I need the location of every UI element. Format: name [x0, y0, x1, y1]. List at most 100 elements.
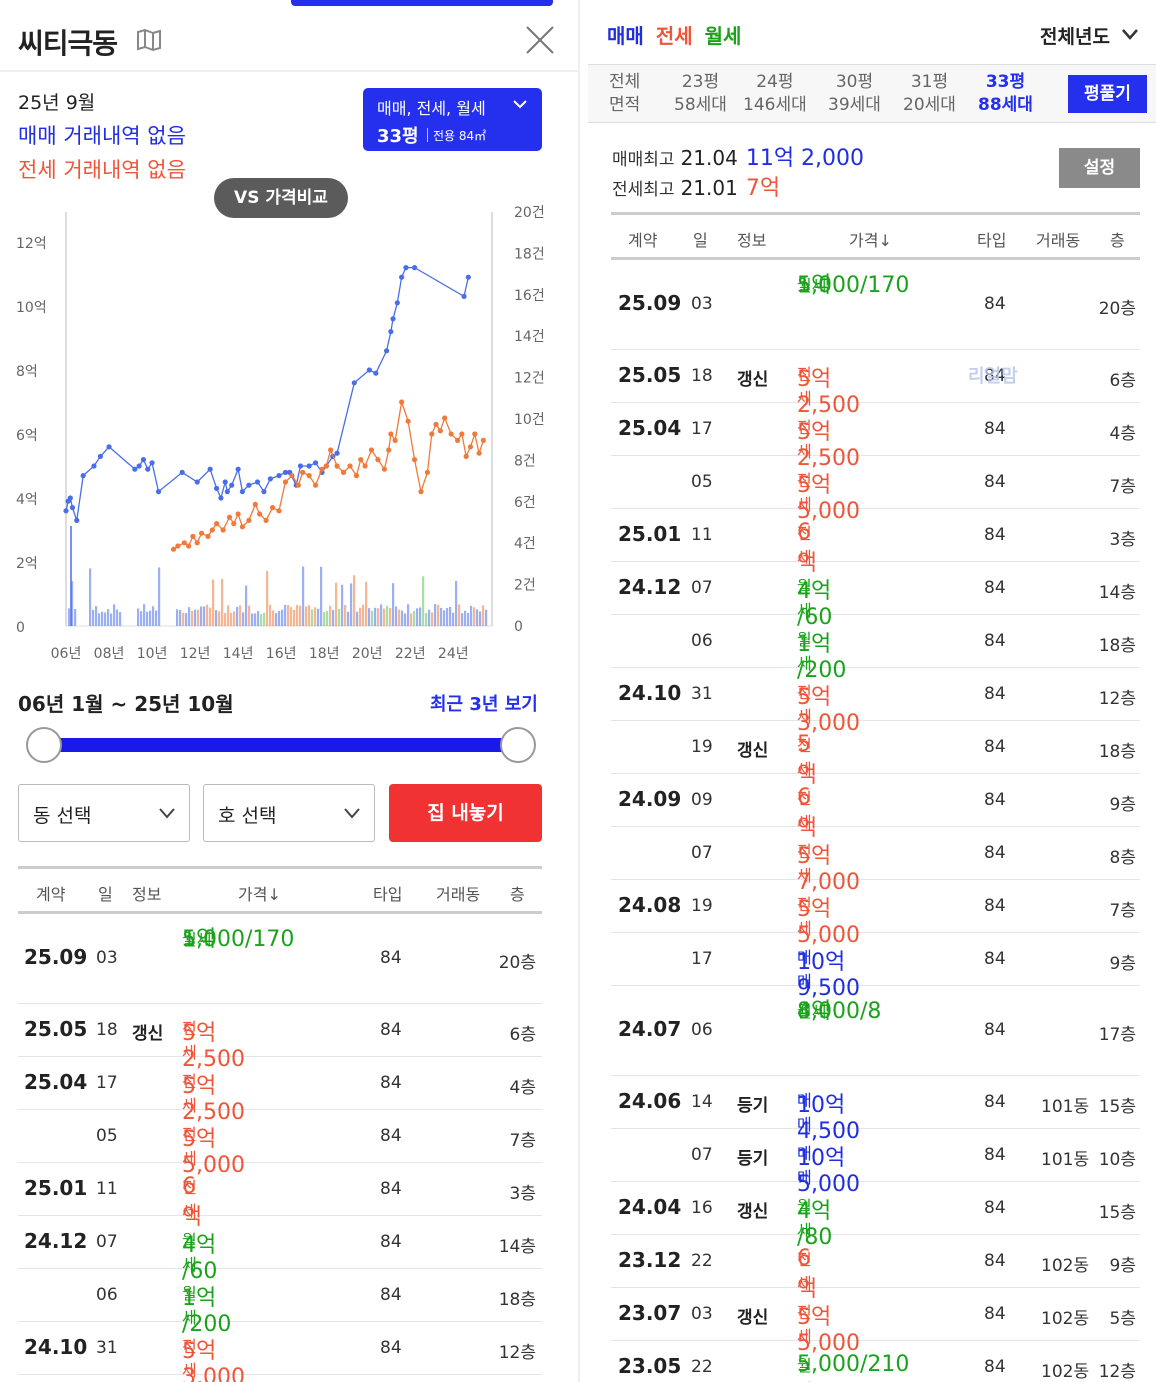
data-point — [226, 514, 233, 520]
price: 월세 4억 8,000/8 — [797, 995, 881, 1029]
header-building: 거래동 — [1036, 231, 1081, 250]
vs-compare-button[interactable]: VS 가격비교 — [214, 178, 348, 218]
right-panel: 매매 전세 월세 전체년도 평풀기 전체 면적 23평 58세대 24평 146세대 30평 39… — [580, 0, 1156, 1382]
table-row[interactable]: 06 월세 1억 /200 84 18층 — [18, 1269, 542, 1337]
type-filter-button[interactable]: 매매, 전세, 월세 33평 전용 84㎡ — [363, 88, 542, 151]
table-row[interactable]: 05 전세 5억 5,000 84 7층 — [18, 1110, 542, 1178]
table-row[interactable]: 23.12 22 전세 6억 84 102동 9층 — [611, 1235, 1140, 1302]
table-row[interactable]: 07 등기 매매 10억 5,000 84 101동 10층 — [611, 1129, 1140, 1197]
floor: 9층 — [1109, 794, 1136, 815]
settings-button[interactable]: 설정 — [1059, 148, 1140, 188]
contract-day: 31 — [691, 683, 713, 704]
table-row[interactable]: 25.05 18 갱신 전세 5억 2,500 84 6층 — [18, 1004, 542, 1072]
volume-bar — [278, 610, 281, 626]
table-row[interactable]: 24.04 16 갱신 월세 4억 /80 84 15층 — [611, 1182, 1140, 1250]
table-row[interactable]: 25.04 17 전세 5억 2,500 84 4층 — [18, 1057, 542, 1125]
pyeong-tab[interactable]: 33평 88세대 — [978, 71, 1033, 117]
volume-bar — [191, 610, 194, 626]
data-point — [214, 485, 220, 491]
table-row[interactable]: 24.12 07 월세 4억 /60 84 14층 — [611, 562, 1140, 630]
table-row[interactable]: 24.10 31 전세 5억 3,000 84 12층 — [18, 1322, 542, 1382]
table-row[interactable]: 24.07 06 월세 4억 8,000/8 84 17층 — [611, 986, 1140, 1076]
dong-select[interactable]: 동 선택 — [18, 784, 190, 842]
table-row[interactable]: 25.05 18 갱신 전세 5억 2,500 84 6층 — [611, 350, 1140, 418]
table-row[interactable]: 24.06 14 등기 매매 10억 4,500 84 101동 15층 — [611, 1076, 1140, 1144]
floor: 18층 — [1098, 741, 1136, 762]
table-row[interactable]: 17 매매 10억 9,500 84 9층 — [611, 933, 1140, 1001]
pyeong-tab[interactable]: 31평 20세대 — [903, 71, 956, 117]
date-range-slider[interactable] — [44, 738, 518, 752]
table-row[interactable]: 25.01 11 전세 6억 84 3층 — [18, 1163, 542, 1230]
pyeong-tab[interactable]: 23평 58세대 — [674, 71, 727, 117]
volume-bar — [314, 607, 317, 626]
table-row[interactable]: 06 월세 1억 /200 84 18층 — [611, 615, 1140, 683]
pyeong-unfold-button[interactable]: 평풀기 — [1068, 75, 1147, 113]
volume-bar — [230, 612, 233, 626]
volume-bar — [107, 609, 110, 626]
pyeong-households: 146세대 — [743, 95, 807, 115]
volume-bar — [71, 581, 74, 626]
data-point — [289, 473, 295, 479]
tab-wolse[interactable]: 월세 — [704, 24, 742, 48]
ho-select[interactable]: 호 선택 — [203, 784, 375, 842]
pyeong-tab[interactable]: 전체 면적 — [609, 71, 640, 117]
data-point — [433, 421, 439, 427]
recent-3y-link[interactable]: 최근 3년 보기 — [430, 694, 538, 715]
list-home-button[interactable]: 집 내놓기 — [389, 784, 542, 842]
trade-kind: 월세 — [797, 576, 812, 620]
table-row[interactable]: 24.08 19 전세 5억 5,000 84 7층 — [611, 880, 1140, 948]
volume-bar — [299, 605, 302, 626]
current-year-month: 25년 9월 — [18, 92, 96, 114]
range-end-handle[interactable] — [500, 727, 536, 763]
table-row[interactable]: 25.04 17 전세 5억 2,500 84 4층 — [611, 403, 1140, 471]
volume-bar — [455, 580, 458, 626]
volume-bar — [479, 611, 482, 626]
volume-bar — [422, 576, 425, 626]
data-point — [155, 489, 162, 495]
table-row[interactable]: 23.07 03 갱신 전세 5억 5,000 84 102동 5층 — [611, 1288, 1140, 1356]
tab-jeonse[interactable]: 전세 — [655, 24, 693, 48]
data-point — [254, 479, 261, 485]
data-point — [388, 431, 394, 437]
header-price[interactable]: 가격↓ — [849, 231, 892, 250]
volume-bar — [311, 609, 314, 626]
data-point — [472, 431, 478, 437]
table-row[interactable]: 05 전세 5억 5,000 84 7층 — [611, 456, 1140, 524]
table-row[interactable]: 24.10 31 전세 5억 3,000 84 12층 — [611, 668, 1140, 736]
header-price[interactable]: 가격↓ — [238, 885, 281, 904]
trade-kind: 월세 — [797, 276, 827, 295]
chevron-down-icon — [1122, 29, 1138, 40]
volume-bar — [104, 612, 107, 626]
trade-kind: 전세 — [797, 682, 812, 726]
contract-month: 23.07 — [618, 1300, 682, 1325]
header-floor: 층 — [510, 885, 525, 904]
tab-sale[interactable]: 매매 — [607, 24, 644, 48]
info-badge: 등기 — [737, 1148, 769, 1169]
price-value: 4억 /60 — [797, 578, 833, 630]
table-row[interactable]: 07 전세 5억 7,000 84 8층 — [611, 827, 1140, 895]
table-row[interactable]: 24.12 07 월세 4억 /60 84 14층 — [18, 1216, 542, 1284]
drag-handle[interactable] — [291, 0, 553, 6]
pyeong-tab[interactable]: 30평 39세대 — [828, 71, 881, 117]
contract-month: 24.07 — [618, 1017, 682, 1041]
range-start-handle[interactable] — [26, 727, 62, 763]
volume-bar — [269, 604, 272, 626]
data-point — [63, 508, 69, 514]
map-icon[interactable] — [136, 28, 162, 52]
volume-bar — [212, 579, 215, 626]
volume-bar — [317, 608, 320, 626]
table-row[interactable]: 25.09 03 월세 1억 5,000/170 84 20층 — [611, 260, 1140, 350]
pyeong-tab[interactable]: 24평 146세대 — [743, 71, 807, 117]
volume-bar — [239, 605, 242, 626]
close-icon[interactable] — [522, 22, 558, 58]
table-row[interactable]: 19 갱신 전세 5억 84 18층 — [611, 721, 1140, 788]
volume-bar — [257, 611, 260, 626]
unit-type: 84 — [984, 1197, 1006, 1218]
data-point — [411, 265, 418, 271]
table-row[interactable]: 25.01 11 전세 6억 84 3층 — [611, 509, 1140, 576]
table-row[interactable]: 23.05 22 월세5,000/210 84 102동 12층 — [611, 1341, 1140, 1382]
year-select[interactable]: 전체년도 — [1040, 22, 1138, 49]
table-row[interactable]: 24.09 09 전세 6억 84 9층 — [611, 774, 1140, 841]
trade-kind: 전세 — [797, 470, 812, 514]
table-row[interactable]: 25.09 03 월세 1억 5,000/170 84 20층 — [18, 914, 542, 1004]
